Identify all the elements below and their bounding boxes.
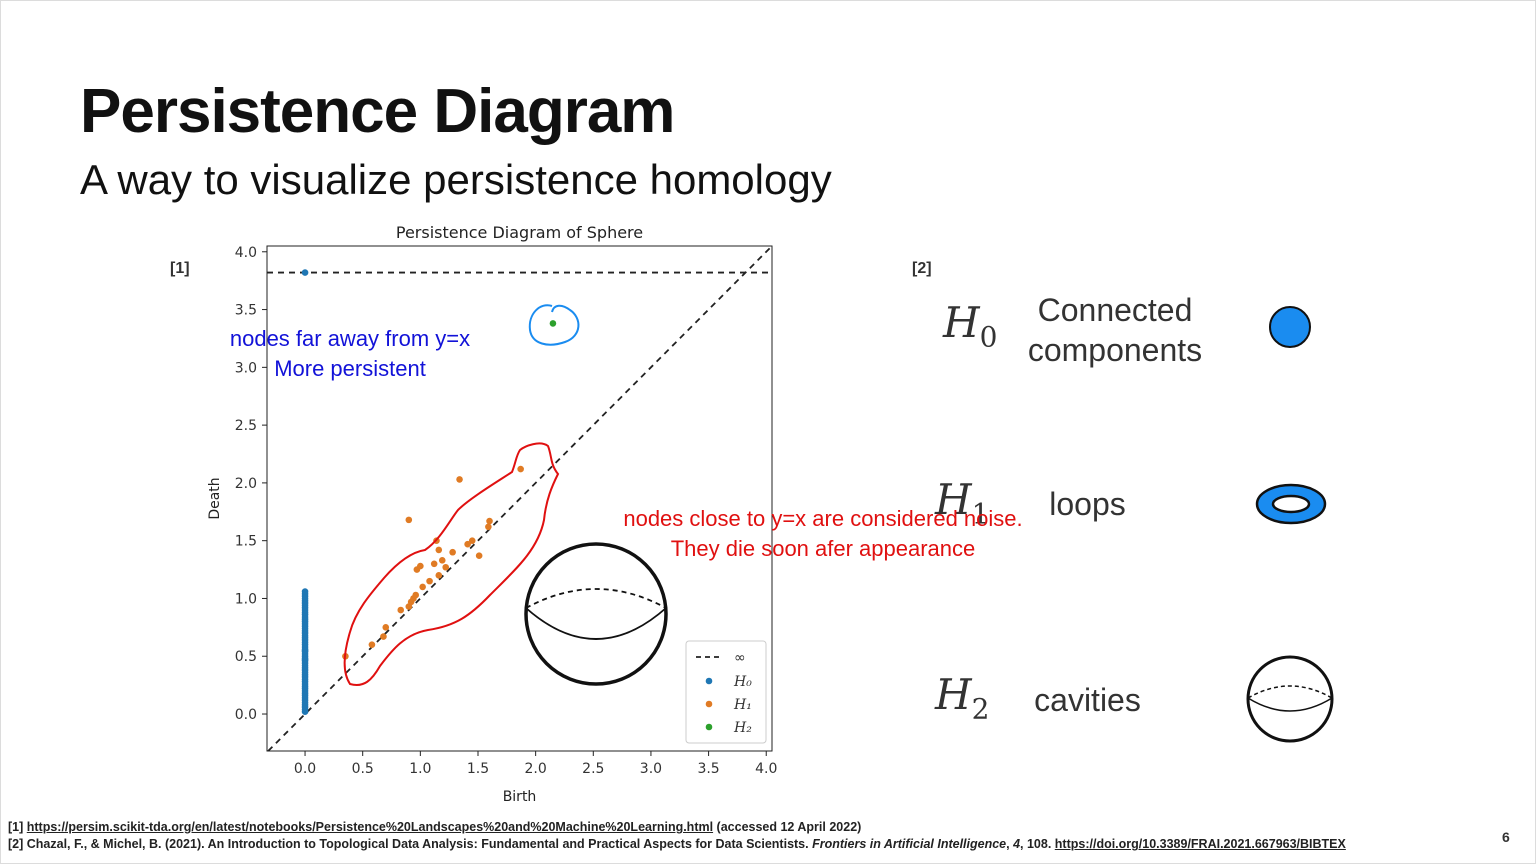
y-tick-label: 4.0: [235, 245, 257, 261]
h0-desc-line1: Connected: [1037, 292, 1193, 328]
data-point-h1: [517, 465, 524, 473]
data-point-h1: [449, 548, 456, 556]
x-tick-label: 3.5: [697, 761, 719, 777]
blue-annotation-line2: More persistent: [274, 356, 426, 381]
y-tick-label: 1.5: [235, 534, 257, 550]
slide-title: Persistence Diagram: [80, 77, 675, 146]
data-point-h1: [397, 606, 405, 614]
x-tick-label: 1.0: [409, 761, 431, 777]
chart-legend: [685, 640, 767, 744]
x-tick-label: 0.0: [294, 761, 316, 777]
data-point-h0: [301, 269, 309, 276]
data-point-h2: [549, 320, 557, 327]
data-point-h1: [417, 562, 424, 570]
h0-description: Connected components: [1010, 290, 1220, 370]
data-point-h0: [301, 656, 309, 664]
page-number: 6: [1502, 829, 1510, 845]
legend-label-h2: H₂: [733, 720, 752, 736]
footer-reference-2: [2] Chazal, F., & Michel, B. (2021). An …: [8, 837, 1346, 851]
blue-annotation: nodes far away from y=x More persistent: [195, 324, 505, 384]
h1-subscript: 1: [971, 497, 990, 531]
x-tick-label: 0.5: [352, 761, 374, 777]
x-tick-label: 1.5: [467, 761, 489, 777]
legend-label-h0: H₀: [733, 674, 752, 690]
chart-title: Persistence Diagram of Sphere: [396, 223, 643, 242]
y-tick-label: 2.5: [235, 418, 257, 434]
data-point-h1: [405, 516, 413, 524]
data-point-h1: [438, 557, 446, 564]
data-point-h0: [301, 647, 309, 654]
filled-circle-icon: [1269, 306, 1311, 348]
data-point-h1: [426, 577, 433, 585]
h1-desc-line1: loops: [1049, 486, 1126, 522]
h0-label: H0: [943, 298, 997, 353]
h2-label: H2: [935, 670, 989, 725]
y-tick-label: 3.5: [235, 303, 257, 319]
data-point-h1: [485, 523, 492, 531]
h0-desc-line2: components: [1027, 332, 1203, 368]
x-tick-label: 3.0: [640, 761, 662, 777]
x-axis-label: Birth: [503, 789, 537, 805]
diagonal-line: [267, 245, 773, 752]
data-point-h1: [382, 624, 390, 631]
data-point-h1: [456, 476, 463, 483]
data-point-h1: [442, 563, 450, 571]
h0-subscript: 0: [979, 320, 998, 354]
h1-description: loops: [1030, 484, 1145, 524]
legend-swatch-h0: [705, 677, 713, 685]
reference-1-link[interactable]: https://persim.scikit-tda.org/en/latest/…: [26, 820, 714, 834]
blue-highlight-circle: [528, 304, 580, 346]
large-sphere-icon: [524, 542, 668, 686]
data-point-h1: [435, 572, 443, 579]
slide-subtitle: A way to visualize persistence homology: [80, 156, 832, 203]
data-point-h1: [430, 560, 438, 568]
y-tick-label: 2.0: [235, 476, 257, 492]
red-highlight-contour: [343, 442, 560, 686]
legend-swatch-h1: [705, 700, 713, 708]
x-tick-label: 2.0: [525, 761, 547, 777]
legend-swatch-h2: [705, 723, 713, 731]
x-tick-label: 4.0: [755, 761, 777, 777]
data-point-h1: [464, 540, 471, 548]
h2-description: cavities: [1020, 680, 1155, 720]
data-point-h1: [435, 546, 443, 554]
y-axis-label: Death: [207, 477, 223, 519]
data-point-h1: [486, 517, 493, 525]
legend-label-h1: H₁: [733, 697, 752, 713]
h1-label: H1: [935, 475, 989, 530]
sphere-icon: [1246, 655, 1334, 743]
y-tick-label: 0.0: [235, 707, 257, 723]
data-point-h1: [419, 583, 426, 591]
h2-symbol: H: [935, 670, 972, 719]
reference-2-link[interactable]: https://doi.org/10.3389/FRAI.2021.667963…: [1054, 837, 1346, 851]
h0-symbol: H: [943, 298, 980, 347]
data-point-h1: [412, 591, 420, 599]
x-tick-label: 2.5: [582, 761, 604, 777]
y-tick-label: 3.0: [235, 360, 257, 376]
h1-symbol: H: [935, 475, 972, 524]
red-annotation-line2: They die soon afer appearance: [670, 536, 976, 561]
data-point-h1: [368, 641, 376, 648]
data-point-h1: [468, 537, 476, 544]
reference-tag-2: [2]: [912, 260, 932, 277]
blue-annotation-line1: nodes far away from y=x: [229, 326, 471, 351]
footer-reference-1: [1] https://persim.scikit-tda.org/en/lat…: [8, 820, 862, 834]
data-point-h1: [475, 552, 483, 560]
y-tick-label: 1.0: [235, 591, 257, 607]
red-annotation: nodes close to y=x are considered noise.…: [568, 504, 1078, 564]
reference-tag-1: [1]: [170, 260, 190, 277]
h2-desc-line1: cavities: [1034, 682, 1141, 718]
persistence-diagram-chart: Persistence Diagram of Sphere Birth Death 0…: [207, 223, 777, 805]
legend-infinity-label: ∞: [734, 650, 746, 666]
torus-icon: [1255, 483, 1327, 525]
y-tick-label: 0.5: [235, 649, 257, 665]
data-point-h0: [301, 588, 309, 595]
data-point-h1: [380, 633, 387, 640]
red-annotation-line1: nodes close to y=x are considered noise.: [623, 506, 1023, 531]
h2-subscript: 2: [971, 692, 990, 726]
